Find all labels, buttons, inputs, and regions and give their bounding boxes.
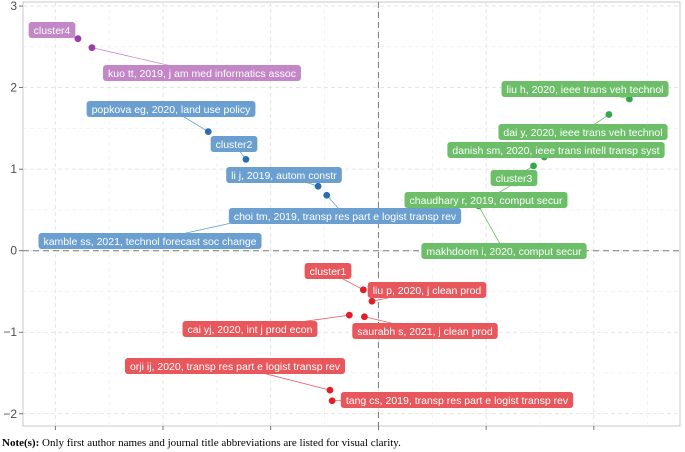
y-tick-label: 3 (10, 0, 17, 13)
data-point (323, 191, 331, 199)
point-label-text: orji ij, 2020, transp res part e logist … (130, 361, 341, 373)
data-point (204, 128, 212, 136)
point-label-text: liu h, 2020, ieee trans veh technol (506, 84, 663, 96)
point-label-text: choi tm, 2019, transp res part e logist … (234, 211, 457, 223)
point-label: kuo tt, 2019, j am med informatics assoc (103, 65, 301, 81)
point-label: li j, 2019, autom constr (226, 167, 342, 183)
point-label: chaudhary r, 2019, comput secur (404, 192, 568, 208)
data-point (359, 286, 367, 294)
point-label-text: cluster1 (310, 266, 347, 278)
data-point (368, 297, 376, 305)
point-label-box (86, 101, 256, 117)
point-label: liu p, 2020, j clean prod (367, 282, 487, 298)
point-label-box (304, 263, 352, 279)
x-tick-label: −1 (264, 431, 278, 432)
point-label-box (103, 65, 301, 81)
point-label-text: cluster4 (34, 25, 71, 37)
point-label: cluster1 (304, 263, 352, 279)
point-label-box (421, 243, 587, 259)
point-label: orji ij, 2020, transp res part e logist … (124, 358, 346, 374)
x-tick-label: 2 (590, 431, 597, 432)
point-label-text: kuo tt, 2019, j am med informatics assoc (108, 68, 296, 80)
point-label-text: tang cs, 2019, transp res part e logist … (346, 395, 569, 407)
point-label-box (38, 233, 262, 249)
point-label: makhdoom i, 2020, comput secur (421, 243, 587, 259)
point-label-text: makhdoom i, 2020, comput secur (426, 246, 582, 258)
point-label-text: popkova eg, 2020, land use policy (92, 104, 252, 116)
point-label-box (228, 208, 462, 224)
point-label-text: li j, 2019, autom constr (231, 170, 337, 182)
point-label-box (498, 124, 668, 140)
point-label-box (124, 358, 346, 374)
data-point (328, 397, 336, 405)
figure-note: Note(s): Only first author names and jou… (2, 437, 401, 449)
y-tick-label: −1 (3, 325, 17, 339)
point-labels: cluster1 liu p, 2020, j clean prod cai yj,… (28, 22, 669, 408)
point-label-text: danish sm, 2020, ieee trans intell trans… (452, 145, 659, 157)
point-label-box (404, 192, 568, 208)
point-label-text: cluster3 (496, 173, 533, 185)
point-label: kamble ss, 2021, technol forecast soc ch… (38, 233, 262, 249)
tick-labels: −3 −2 −1 0 1 2 −2 −1 0 1 2 3 (3, 0, 597, 432)
note-text: Only first author names and journal titl… (39, 437, 401, 449)
point-label-box (226, 167, 342, 183)
data-point (345, 311, 353, 319)
point-label: cluster4 (28, 22, 76, 38)
note-prefix: Note(s): (2, 437, 40, 449)
point-label: popkova eg, 2020, land use policy (86, 101, 256, 117)
point-label: cluster3 (490, 170, 538, 186)
point-label-text: liu p, 2020, j clean prod (373, 285, 482, 297)
x-tick-label: −3 (48, 431, 62, 432)
point-label: tang cs, 2019, transp res part e logist … (340, 392, 574, 408)
data-point (530, 162, 537, 170)
point-label-box (28, 22, 76, 38)
data-point (88, 44, 96, 52)
point-label-box (490, 170, 538, 186)
y-tick-label: 0 (10, 244, 17, 258)
point-label: danish sm, 2020, ieee trans intell trans… (447, 142, 665, 158)
point-label-text: kamble ss, 2021, technol forecast soc ch… (43, 236, 256, 248)
point-label: liu h, 2020, ieee trans veh technol (501, 81, 669, 97)
point-label-text: cluster2 (216, 139, 253, 151)
data-point (361, 313, 368, 321)
y-tick-label: 1 (10, 162, 17, 176)
scatter-chart: −3 −2 −1 0 1 2 −2 −1 0 1 2 3 cluster1 liu p, 2020, j… (3, 0, 681, 432)
point-label-box (447, 142, 665, 158)
x-tick-label: 1 (483, 431, 490, 432)
point-label-text: saurabh s, 2021, j clean prod (357, 326, 493, 338)
point-label-box (352, 323, 498, 339)
point-label: cluster2 (210, 136, 258, 152)
data-point (605, 111, 613, 118)
data-point (625, 95, 633, 103)
point-label-text: chaudhary r, 2019, comput secur (410, 195, 563, 207)
x-tick-label: 0 (375, 431, 382, 432)
point-label-box (182, 321, 318, 337)
point-label: cai yj, 2020, int j prod econ (182, 321, 318, 337)
plot-border (22, 1, 681, 427)
point-label-box (367, 282, 487, 298)
y-tick-label: −2 (3, 407, 17, 421)
point-label: choi tm, 2019, transp res part e logist … (228, 208, 462, 224)
point-label-text: dai y, 2020, ieee trans veh technol (503, 127, 662, 139)
y-tick-label: 2 (10, 81, 17, 95)
x-tick-label: −2 (156, 431, 170, 432)
point-label-text: cai yj, 2020, int j prod econ (188, 324, 313, 336)
data-point (326, 386, 334, 394)
point-label-box (210, 136, 258, 152)
data-point (314, 182, 322, 190)
point-label: dai y, 2020, ieee trans veh technol (498, 124, 668, 140)
data-point (242, 155, 250, 163)
point-label: saurabh s, 2021, j clean prod (352, 323, 498, 339)
point-label-box (340, 392, 574, 408)
point-label-box (501, 81, 669, 97)
data-point (74, 35, 82, 43)
